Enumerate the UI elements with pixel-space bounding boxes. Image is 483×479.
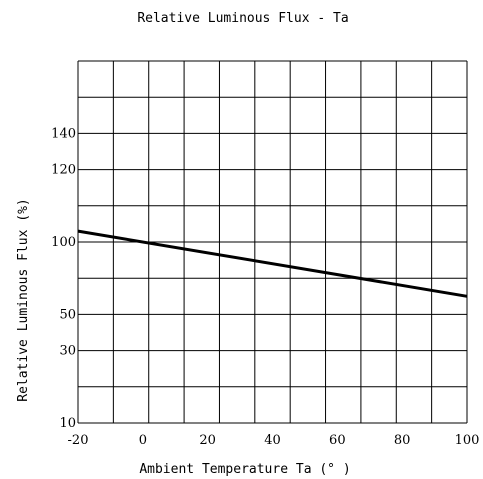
y-axis-label: Relative Luminous Flux (%): [16, 198, 31, 402]
x-tick-label: 20: [199, 433, 216, 448]
chart-title: Relative Luminous Flux - Ta: [137, 11, 348, 26]
grid: [77, 60, 468, 424]
x-tick-label: 60: [329, 433, 346, 448]
y-tick-label: 120: [51, 163, 76, 178]
y-tick-label: 50: [59, 307, 76, 322]
x-tick-label: 0: [139, 433, 147, 448]
y-tick-label: 100: [51, 235, 76, 250]
x-tick-label: 80: [394, 433, 411, 448]
x-tick-label: -20: [68, 433, 89, 448]
x-tick-label: 40: [264, 433, 281, 448]
series-line: [77, 229, 468, 298]
y-tick-labels: 140 120 100 50 30 10: [51, 126, 76, 431]
series-layer: [77, 229, 468, 298]
x-tick-label: 100: [455, 433, 480, 448]
x-axis-label: Ambient Temperature Ta (° ): [139, 462, 350, 477]
y-tick-label: 10: [59, 416, 76, 431]
y-tick-label: 140: [51, 126, 76, 141]
y-tick-label: 30: [59, 344, 76, 359]
x-tick-labels: -20 0 20 40 60 80 100: [68, 433, 480, 448]
